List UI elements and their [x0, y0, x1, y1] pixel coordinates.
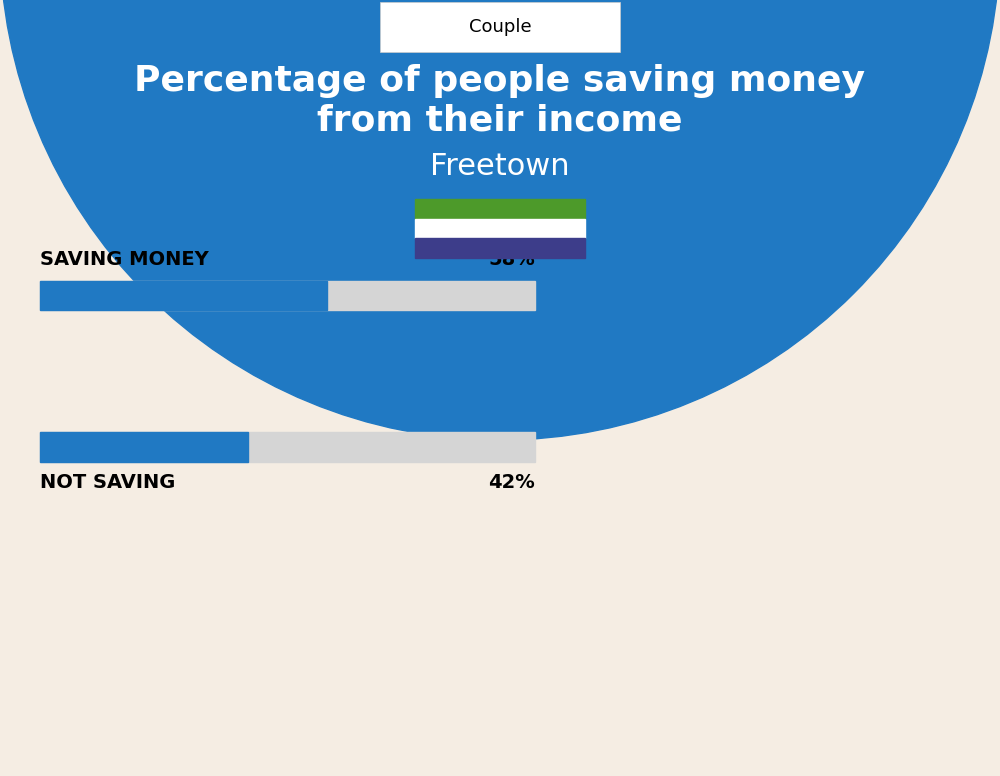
- Bar: [415, 238, 585, 258]
- Text: Couple: Couple: [469, 18, 531, 36]
- Bar: [415, 219, 585, 238]
- Text: NOT SAVING: NOT SAVING: [40, 473, 175, 492]
- Text: 42%: 42%: [488, 473, 535, 492]
- FancyBboxPatch shape: [380, 2, 620, 52]
- Text: from their income: from their income: [317, 103, 683, 137]
- Bar: [40, 281, 535, 310]
- Text: 58%: 58%: [488, 251, 535, 269]
- Bar: [40, 281, 327, 310]
- Bar: [40, 432, 535, 462]
- Text: Percentage of people saving money: Percentage of people saving money: [134, 64, 866, 99]
- Text: SAVING MONEY: SAVING MONEY: [40, 251, 209, 269]
- Bar: [40, 432, 248, 462]
- Bar: [415, 199, 585, 219]
- Text: Freetown: Freetown: [430, 152, 570, 182]
- Ellipse shape: [0, 0, 1000, 440]
